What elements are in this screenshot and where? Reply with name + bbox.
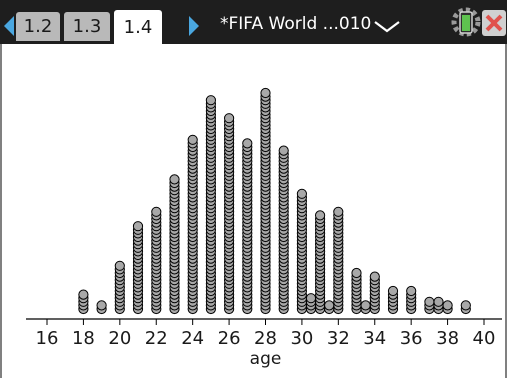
x-tick-label: 40	[473, 328, 496, 349]
data-dot-age-34	[369, 271, 380, 282]
x-tick-label: 30	[290, 328, 313, 349]
data-dot-age-37	[424, 296, 435, 307]
data-dot-age-26	[224, 113, 235, 124]
left-arrow-icon[interactable]	[2, 14, 16, 38]
data-dot-age-29	[278, 145, 289, 156]
data-dot-age-21	[132, 221, 144, 232]
x-tick-label: 28	[254, 328, 277, 349]
data-dot-age-35	[387, 285, 399, 297]
data-dot-age-22	[151, 206, 162, 217]
x-tick-label: 22	[145, 328, 168, 349]
data-dot-age-30	[296, 188, 307, 199]
data-dot-age-31	[315, 210, 326, 221]
x-tick-label: 36	[400, 328, 423, 349]
close-icon[interactable]	[482, 10, 506, 36]
data-dot-age-25	[205, 95, 216, 106]
x-axis-ticks: 16 18 20 22 24 26 28 30 32 34 36 38 40	[36, 319, 496, 349]
data-dot-age-39	[460, 300, 471, 311]
data-dot-age-20	[114, 260, 125, 271]
data-dot-age-23	[169, 174, 180, 185]
data-dot-age-19	[96, 300, 107, 311]
data-dot-age-36	[406, 285, 417, 297]
document-title: *FIFA World ...010	[220, 14, 372, 34]
x-tick-label: 38	[436, 328, 459, 349]
data-dot-age-24	[187, 134, 198, 145]
x-tick-label: 16	[36, 328, 59, 349]
dot-plot: 16 18 20 22 24 26 28 30 32 34 36 38 40 age	[0, 44, 507, 378]
data-dot-age-31.5	[324, 300, 335, 311]
data-dot-age-30.5	[305, 293, 317, 304]
data-dot-age-33	[351, 267, 362, 279]
right-arrow-icon[interactable]	[187, 14, 201, 38]
tab-1-2[interactable]: 1.2	[16, 12, 60, 41]
x-tick-label: 26	[218, 328, 241, 349]
x-tick-label: 20	[108, 328, 131, 349]
title-bar: 1.2 1.3 1.4 *FIFA World ...010	[0, 0, 507, 44]
data-dot-age-33.5	[360, 300, 371, 311]
data-dot-age-37.5	[433, 296, 444, 307]
x-tick-label: 18	[72, 328, 95, 349]
battery-icon	[451, 7, 481, 37]
tab-1-4[interactable]: 1.4	[114, 10, 162, 44]
data-dot-age-28	[260, 87, 271, 99]
data-dot-age-32	[333, 206, 344, 217]
dots-layer	[78, 87, 471, 315]
data-dot-age-18	[78, 289, 89, 300]
x-tick-label: 32	[327, 328, 350, 349]
dropdown-icon[interactable]	[372, 18, 402, 34]
data-dot-age-27	[242, 138, 253, 149]
tab-1-3[interactable]: 1.3	[64, 12, 110, 41]
x-axis-label: age	[250, 349, 282, 369]
x-tick-label: 24	[181, 328, 204, 349]
x-tick-label: 34	[363, 328, 386, 349]
data-dot-age-38	[442, 300, 453, 311]
